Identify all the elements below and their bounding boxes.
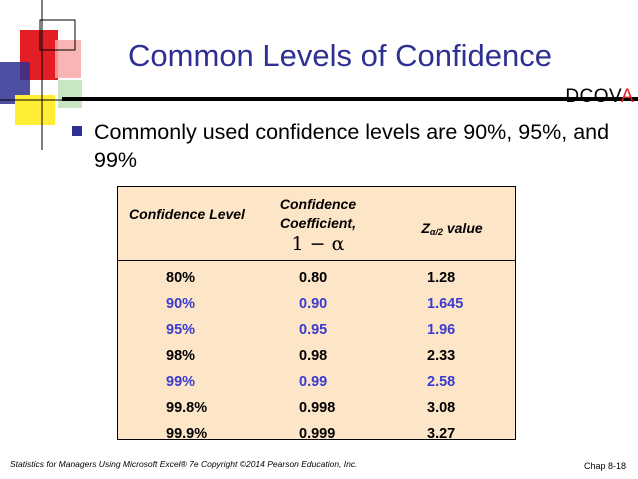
table-cell-coef: 0.95 bbox=[299, 322, 328, 338]
table-cell-z: 2.33 bbox=[427, 348, 456, 364]
slide-title: Common Levels of Confidence bbox=[128, 38, 552, 73]
table-cell-coef: 0.90 bbox=[299, 296, 328, 312]
slide-logo-decoration bbox=[0, 0, 110, 150]
table-cell-coef: 0.998 bbox=[299, 400, 336, 416]
header-coef-line1: Confidence bbox=[279, 196, 357, 212]
column-level: 80% 90% 95% 98% 99% 99.8% 99.9% bbox=[166, 265, 207, 447]
table-cell-z: 3.08 bbox=[427, 400, 456, 416]
header-confidence-level: Confidence Level bbox=[129, 206, 245, 222]
table-cell-level: 90% bbox=[166, 296, 196, 312]
table-cell-z: 1.28 bbox=[427, 270, 456, 286]
logo-pink-square bbox=[55, 40, 81, 78]
table-cell-level: 99% bbox=[166, 374, 196, 390]
title-underline bbox=[62, 97, 638, 101]
bullet-point: Commonly used confidence levels are 90%,… bbox=[72, 118, 612, 174]
header-divider bbox=[118, 260, 515, 261]
dcova-highlight: A bbox=[620, 86, 634, 107]
footer-citation: Statistics for Managers Using Microsoft … bbox=[10, 459, 358, 469]
header-z-value: Zα/2 value bbox=[388, 219, 516, 242]
header-z-symbol: Z bbox=[421, 220, 430, 236]
table-cell-coef: 0.99 bbox=[299, 374, 328, 390]
header-z-suffix: value bbox=[442, 220, 483, 236]
table-cell-z: 1.96 bbox=[427, 322, 456, 338]
table-cell-coef: 0.98 bbox=[299, 348, 328, 364]
table-cell-level: 99.8% bbox=[166, 400, 208, 416]
bullet-marker-icon bbox=[72, 126, 82, 136]
table-cell-z: 1.645 bbox=[427, 296, 464, 312]
column-z-value: 1.28 1.645 1.96 2.33 2.58 3.08 3.27 bbox=[427, 265, 463, 447]
dcova-prefix: DCOV bbox=[565, 86, 621, 107]
table-cell-level: 98% bbox=[166, 348, 196, 364]
table-cell-level: 95% bbox=[166, 322, 196, 338]
table-cell-level: 80% bbox=[166, 270, 196, 286]
logo-outline bbox=[39, 19, 76, 51]
chapter-number: Chap 8-18 bbox=[583, 461, 626, 471]
column-coefficient: 0.80 0.90 0.95 0.98 0.99 0.998 0.999 bbox=[299, 265, 335, 447]
table-cell-z: 3.27 bbox=[427, 426, 456, 442]
confidence-table: Confidence Level Confidence Coefficient,… bbox=[117, 186, 516, 442]
table-cell-coef: 0.80 bbox=[299, 270, 328, 286]
table-cell-level: 99.9% bbox=[166, 426, 208, 442]
bullet-text: Commonly used confidence levels are 90%,… bbox=[94, 120, 610, 172]
table-cell-z: 2.58 bbox=[427, 374, 456, 390]
header-z-subscript: α/2 bbox=[429, 227, 443, 237]
table-cell-coef: 0.999 bbox=[299, 426, 336, 442]
dcova-label: DCOVA bbox=[565, 86, 634, 108]
logo-green-square bbox=[58, 80, 82, 108]
header-coef-symbol: 1 − α bbox=[291, 233, 345, 255]
header-coef-line2: Coefficient, bbox=[280, 215, 356, 231]
header-confidence-coefficient: Confidence Coefficient, 1 − α bbox=[256, 195, 380, 255]
